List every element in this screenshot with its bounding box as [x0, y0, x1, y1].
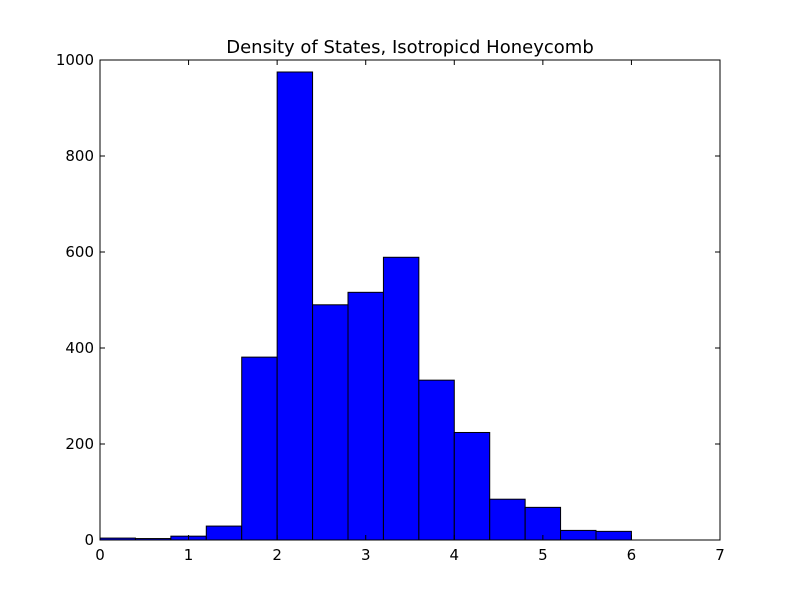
- x-tick-label-0: 0: [95, 546, 105, 564]
- x-tick-label-5: 5: [538, 546, 548, 564]
- histogram-bar-5: [276, 71, 314, 541]
- x-tick-label-7: 7: [715, 546, 725, 564]
- y-tick-label-0: 0: [84, 531, 94, 549]
- plot-frame: [99, 59, 721, 541]
- tick-labels-group: 0 1 2 3 4 5 6 7 0 200 400 600 800 1000: [56, 51, 725, 564]
- histogram-bar-10: [453, 431, 491, 541]
- x-tick-label-6: 6: [627, 546, 637, 564]
- y-tick-label-5: 1000: [56, 51, 94, 69]
- x-tick-label-3: 3: [361, 546, 371, 564]
- bars-group: [99, 71, 632, 541]
- y-tick-label-1: 200: [65, 435, 94, 453]
- histogram-bar-4: [241, 356, 278, 541]
- histogram-bar-6: [312, 304, 349, 541]
- y-tick-label-3: 600: [65, 243, 94, 261]
- histogram-bar-9: [418, 379, 455, 541]
- y-tick-label-4: 800: [65, 147, 94, 165]
- y-tick-label-2: 400: [65, 339, 94, 357]
- x-tick-label-4: 4: [450, 546, 460, 564]
- histogram-bar-12: [524, 506, 562, 541]
- histogram-bar-8: [382, 256, 420, 541]
- x-tick-label-2: 2: [272, 546, 282, 564]
- histogram-bar-7: [347, 291, 384, 541]
- chart-title: Density of States, Isotropicd Honeycomb: [226, 37, 594, 58]
- histogram-bar-3: [205, 525, 243, 541]
- histogram-bar-11: [489, 498, 526, 541]
- x-tick-label-1: 1: [184, 546, 194, 564]
- histogram-bar-14: [595, 530, 632, 541]
- histogram-bar-13: [560, 529, 597, 541]
